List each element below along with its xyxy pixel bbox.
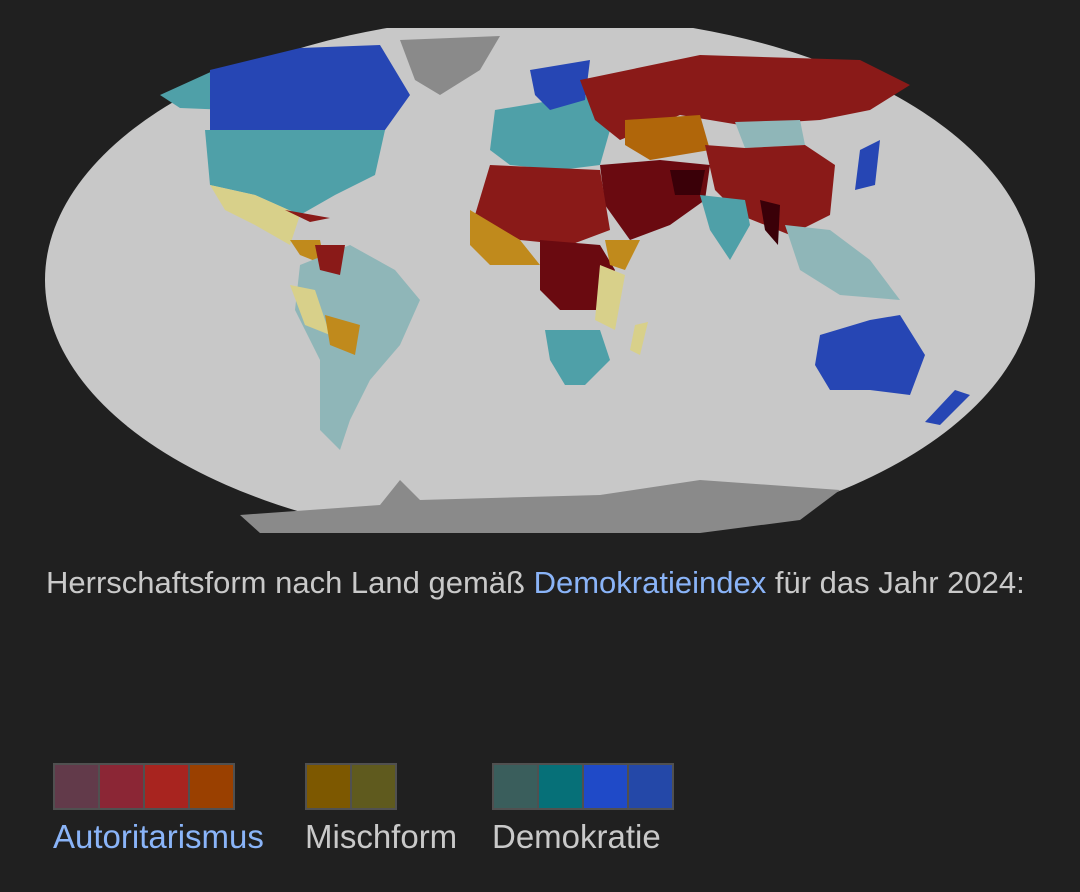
east-africa <box>595 265 625 330</box>
canada <box>210 45 410 140</box>
cuba <box>285 210 330 222</box>
australia <box>815 315 925 395</box>
scandinavia <box>530 60 590 110</box>
legend-authoritarian-swatches <box>53 763 235 810</box>
afghanistan <box>670 170 705 195</box>
legend-swatch <box>350 763 397 810</box>
greenland <box>400 36 500 95</box>
japan <box>855 140 880 190</box>
peru <box>290 285 330 335</box>
usa <box>205 130 385 215</box>
legend-swatch <box>305 763 352 810</box>
caption-text: Herrschaftsform nach Land gemäß <box>46 565 534 600</box>
southern-africa <box>545 330 610 385</box>
legend-swatch <box>582 763 629 810</box>
map-caption: Herrschaftsform nach Land gemäß Demokrat… <box>46 556 1046 610</box>
world-map[interactable] <box>0 0 1080 545</box>
north-africa <box>475 165 610 245</box>
legend-swatch <box>627 763 674 810</box>
legend-swatch <box>492 763 539 810</box>
myanmar <box>760 200 780 245</box>
india <box>700 195 750 260</box>
legend-swatch <box>537 763 584 810</box>
legend-swatch <box>53 763 100 810</box>
venezuela <box>315 245 345 275</box>
legend-label-demokratie: Demokratie <box>492 818 661 855</box>
south-america <box>295 245 420 450</box>
mexico <box>210 185 300 245</box>
legend-swatch <box>98 763 145 810</box>
southeast-asia <box>785 225 900 300</box>
demokratieindex-link[interactable]: Demokratieindex <box>533 565 767 600</box>
central-africa <box>540 240 615 310</box>
kazakhstan <box>625 115 710 160</box>
antarctica <box>240 480 840 533</box>
legend-swatch <box>188 763 235 810</box>
new-zealand <box>925 390 970 425</box>
legend-hybrid-swatches <box>305 763 397 810</box>
madagascar <box>630 322 648 355</box>
mongolia <box>735 120 805 148</box>
europe <box>490 95 610 170</box>
west-africa <box>470 210 540 265</box>
legend-swatch <box>143 763 190 810</box>
legend-democracy-swatches <box>492 763 674 810</box>
bolivia <box>325 315 360 355</box>
legend-label-mischform: Mischform <box>305 818 458 855</box>
horn-of-africa <box>605 240 640 270</box>
legend-label-autoritarismus-link[interactable]: Autoritarismus <box>53 818 264 855</box>
caption-text-end: für das Jahr 2024: <box>766 565 1025 600</box>
